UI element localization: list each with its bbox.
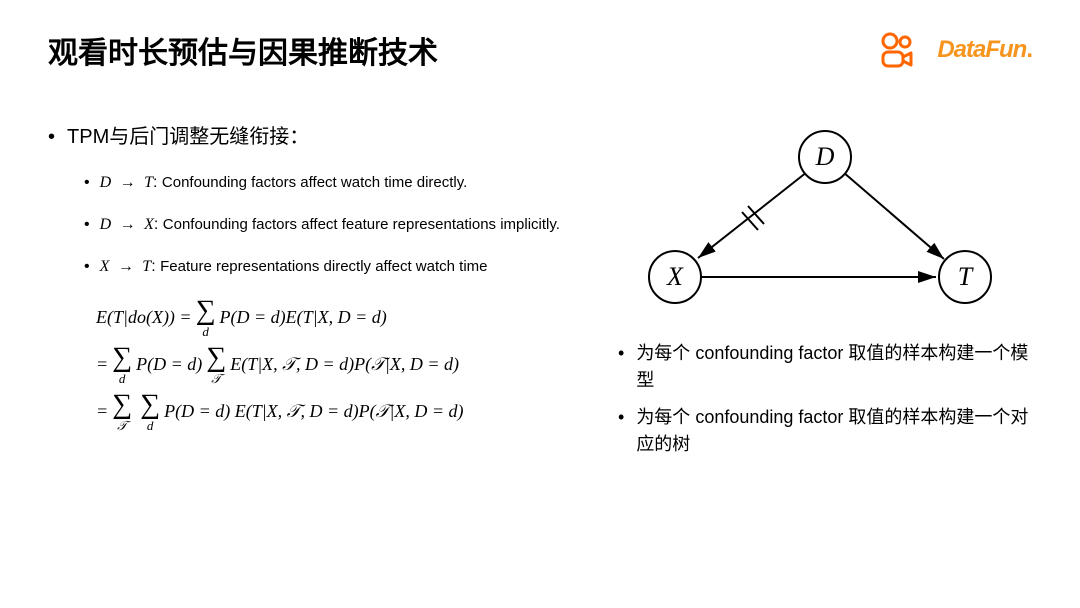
- formula-line-2: = ∑d P(D = d) ∑𝒯 E(T|X, 𝒯, D = d)P(𝒯|X, …: [96, 344, 588, 385]
- bullet-dot-icon: •: [84, 255, 90, 279]
- formula-block: E(T|do(X)) = ∑d P(D = d)E(T|X, D = d) = …: [96, 297, 588, 432]
- diagram-node-d: D: [798, 130, 852, 184]
- main-bullet: • TPM与后门调整无缝衔接：: [48, 120, 588, 149]
- sub-bullet-content: X → T: Feature representations directly …: [100, 255, 488, 279]
- slide-header: 观看时长预估与因果推断技术 DataFun.: [48, 28, 1032, 72]
- bullet-dot-icon: •: [84, 171, 90, 195]
- bullet-dot-icon: •: [618, 404, 624, 431]
- sub-bullet: • X → T: Feature representations directl…: [84, 255, 588, 279]
- sub-bullet-content: D → X: Confounding factors affect featur…: [100, 213, 560, 237]
- sigma-icon: ∑d: [112, 344, 132, 385]
- formula-line-1: E(T|do(X)) = ∑d P(D = d)E(T|X, D = d): [96, 297, 588, 338]
- main-bullet-text: TPM与后门调整无缝衔接：: [67, 120, 309, 149]
- page-title: 观看时长预估与因果推断技术: [48, 28, 438, 72]
- right-bullet-list: • 为每个 confounding factor 取值的样本构建一个模型 • 为…: [608, 340, 1032, 468]
- sigma-icon: ∑d: [140, 391, 160, 432]
- causal-diagram: D X T: [608, 120, 1032, 310]
- right-bullet-item: • 为每个 confounding factor 取值的样本构建一个模型: [618, 340, 1032, 394]
- sub-bullet: • D → T: Confounding factors affect watc…: [84, 171, 588, 195]
- diagram-node-x: X: [648, 250, 702, 304]
- left-column: • TPM与后门调整无缝衔接： • D → T: Confounding fac…: [48, 120, 608, 588]
- bullet-dot-icon: •: [618, 340, 624, 367]
- content-area: • TPM与后门调整无缝衔接： • D → T: Confounding fac…: [48, 120, 1032, 588]
- logo-group: DataFun.: [877, 30, 1032, 70]
- kuaishou-logo-icon: [877, 30, 917, 70]
- sigma-icon: ∑𝒯: [206, 344, 226, 385]
- datafun-logo: DataFun.: [937, 36, 1032, 64]
- sub-bullet-content: D → T: Confounding factors affect watch …: [100, 171, 468, 195]
- sub-bullet: • D → X: Confounding factors affect feat…: [84, 213, 588, 237]
- right-bullet-item: • 为每个 confounding factor 取值的样本构建一个对应的树: [618, 404, 1032, 458]
- bullet-dot-icon: •: [84, 213, 90, 237]
- bullet-dot-icon: •: [48, 126, 55, 149]
- sigma-icon: ∑d: [196, 297, 216, 338]
- formula-line-3: = ∑𝒯 ∑d P(D = d) E(T|X, 𝒯, D = d)P(𝒯|X, …: [96, 391, 588, 432]
- sigma-icon: ∑𝒯: [112, 391, 132, 432]
- right-column: D X T • 为每个 confounding factor 取值的样本构建一个…: [608, 120, 1032, 588]
- diagram-node-t: T: [938, 250, 992, 304]
